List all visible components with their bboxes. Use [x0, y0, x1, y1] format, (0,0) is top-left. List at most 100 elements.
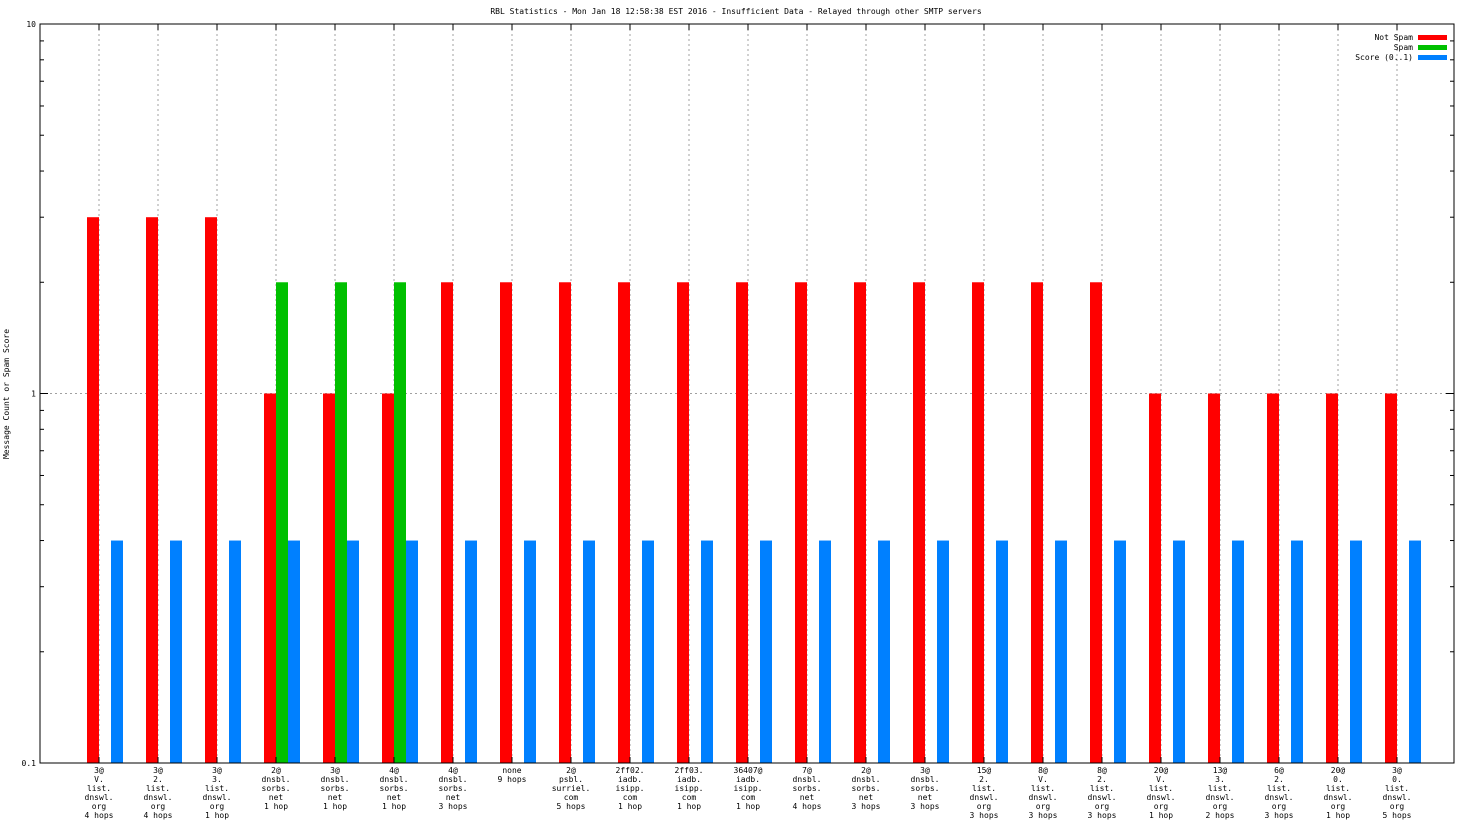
x-tick-label-line: 3 hops — [852, 802, 881, 811]
x-tick-label: 6@ 2. list. dnswl. org 3 hops — [1265, 766, 1294, 820]
bar-not-spam — [323, 393, 335, 763]
y-tick-label: 10 — [26, 20, 36, 29]
x-tick-label-line: isipp. — [675, 784, 704, 793]
x-tick-label-line: 0. — [1392, 775, 1402, 784]
x-tick-label-line: 1 hop — [205, 811, 229, 820]
x-tick-label-line: 4 hops — [144, 811, 173, 820]
x-tick-label-line: isipp. — [734, 784, 763, 793]
x-tick-label: 2@ dnsbl. sorbs. net 1 hop — [262, 766, 291, 811]
chart-title: RBL Statistics - Mon Jan 18 12:58:38 EST… — [490, 7, 981, 16]
bar-not-spam — [677, 282, 689, 763]
x-tick-label: 8@ V. list. dnswl. org 3 hops — [1029, 766, 1058, 820]
x-tick-label-line: 20@ — [1154, 766, 1169, 775]
legend-swatch — [1418, 55, 1447, 60]
x-tick-label-line: none — [502, 766, 521, 775]
x-tick-label-line: 2. — [979, 775, 989, 784]
bar-score-0-1 — [1409, 540, 1421, 763]
x-tick-label-line: dnsbl. — [439, 775, 468, 784]
x-tick-label-line: 3@ — [212, 766, 222, 775]
x-tick-label-line: list. — [1326, 784, 1350, 793]
x-tick-label-line: sorbs. — [262, 784, 291, 793]
bar-score-0-1 — [406, 540, 418, 763]
x-tick-label-line: 3 hops — [911, 802, 940, 811]
x-tick-label-line: dnswl. — [1088, 793, 1117, 802]
x-tick-label-line: list. — [1267, 784, 1291, 793]
x-tick-label-line: list. — [972, 784, 996, 793]
x-tick-label-line: dnswl. — [1147, 793, 1176, 802]
x-tick-label-line: org — [151, 802, 166, 811]
bar-not-spam — [1208, 393, 1220, 763]
bar-not-spam — [264, 393, 276, 763]
y-tick-label: 1 — [31, 390, 36, 399]
y-axis-label: Message Count or Spam Score — [2, 329, 11, 459]
x-tick-label: 2ff03. iadb. isipp. com 1 hop — [675, 766, 704, 811]
x-tick-label-line: list. — [205, 784, 229, 793]
x-tick-label-line: dnsbl. — [911, 775, 940, 784]
x-tick-label: 8@ 2. list. dnswl. org 3 hops — [1088, 766, 1117, 820]
bar-spam — [276, 282, 288, 763]
bar-not-spam — [1031, 282, 1043, 763]
x-tick-label-line: 3@ — [920, 766, 930, 775]
x-tick-label-line: sorbs. — [439, 784, 468, 793]
bar-not-spam — [205, 217, 217, 764]
bar-score-0-1 — [1232, 540, 1244, 763]
bar-not-spam — [854, 282, 866, 763]
bar-not-spam — [1267, 393, 1279, 763]
x-tick-label-line: dnswl. — [1265, 793, 1294, 802]
x-tick-label: 4@ dnsbl. sorbs. net 3 hops — [439, 766, 468, 811]
x-tick-label: none 9 hops — [498, 766, 527, 784]
x-tick-label: 2ff02. iadb. isipp. com 1 hop — [616, 766, 645, 811]
bar-spam — [394, 282, 406, 763]
legend-label: Score (0..1) — [1355, 53, 1413, 62]
x-tick-label: 3@ 2. list. dnswl. org 4 hops — [144, 766, 173, 820]
x-tick-label-line: 3@ — [94, 766, 104, 775]
x-tick-label-line: 2. — [1274, 775, 1284, 784]
x-tick-label-line: 1 hop — [264, 802, 288, 811]
x-tick-label-line: org — [92, 802, 107, 811]
x-tick-label-line: 2. — [153, 775, 163, 784]
x-tick-label-line: org — [1036, 802, 1051, 811]
x-tick-label-line: 3 hops — [1088, 811, 1117, 820]
x-tick-label-line: 7@ — [802, 766, 812, 775]
x-tick-label: 3@ dnsbl. sorbs. net 1 hop — [321, 766, 350, 811]
bar-score-0-1 — [1291, 540, 1303, 763]
x-tick-label-line: org — [1213, 802, 1228, 811]
x-tick-label-line: 3 hops — [439, 802, 468, 811]
x-tick-label-line: isipp. — [616, 784, 645, 793]
x-tick-label-line: 3. — [1215, 775, 1225, 784]
x-tick-label-line: dnswl. — [85, 793, 114, 802]
x-tick-label-line: V. — [1038, 775, 1048, 784]
bar-score-0-1 — [1173, 540, 1185, 763]
x-tick-label-line: sorbs. — [380, 784, 409, 793]
x-tick-label-line: 1 hop — [677, 802, 701, 811]
bar-score-0-1 — [1114, 540, 1126, 763]
x-tick-label-line: list. — [87, 784, 111, 793]
x-tick-label-line: org — [210, 802, 225, 811]
x-tick-label: 36407@ iadb. isipp. com 1 hop — [734, 766, 763, 811]
x-tick-label: 4@ dnsbl. sorbs. net 1 hop — [380, 766, 409, 811]
x-tick-label-line: com — [682, 793, 697, 802]
x-tick-label-line: org — [977, 802, 992, 811]
bar-score-0-1 — [229, 540, 241, 763]
x-tick-label: 3@ 0. list. dnswl. org 5 hops — [1383, 766, 1412, 820]
bar-score-0-1 — [996, 540, 1008, 763]
x-tick-label-line: V. — [1156, 775, 1166, 784]
x-tick-label-line: 1 hop — [323, 802, 347, 811]
x-tick-label: 3@ dnsbl. sorbs. net 3 hops — [911, 766, 940, 811]
x-tick-label-line: 3 hops — [1265, 811, 1294, 820]
bar-score-0-1 — [1055, 540, 1067, 763]
x-tick-label-line: dnswl. — [144, 793, 173, 802]
x-tick-label-line: list. — [1031, 784, 1055, 793]
x-tick-label-line: 1 hop — [736, 802, 760, 811]
x-tick-label-line: 8@ — [1097, 766, 1107, 775]
bar-score-0-1 — [878, 540, 890, 763]
x-tick-label-line: net — [446, 793, 461, 802]
x-tick-label-line: net — [800, 793, 815, 802]
bar-spam — [335, 282, 347, 763]
x-tick-label-line: 1 hop — [1326, 811, 1350, 820]
x-tick-label-line: dnsbl. — [321, 775, 350, 784]
x-tick-label-line: 2@ — [271, 766, 281, 775]
x-tick-label-line: list. — [1090, 784, 1114, 793]
